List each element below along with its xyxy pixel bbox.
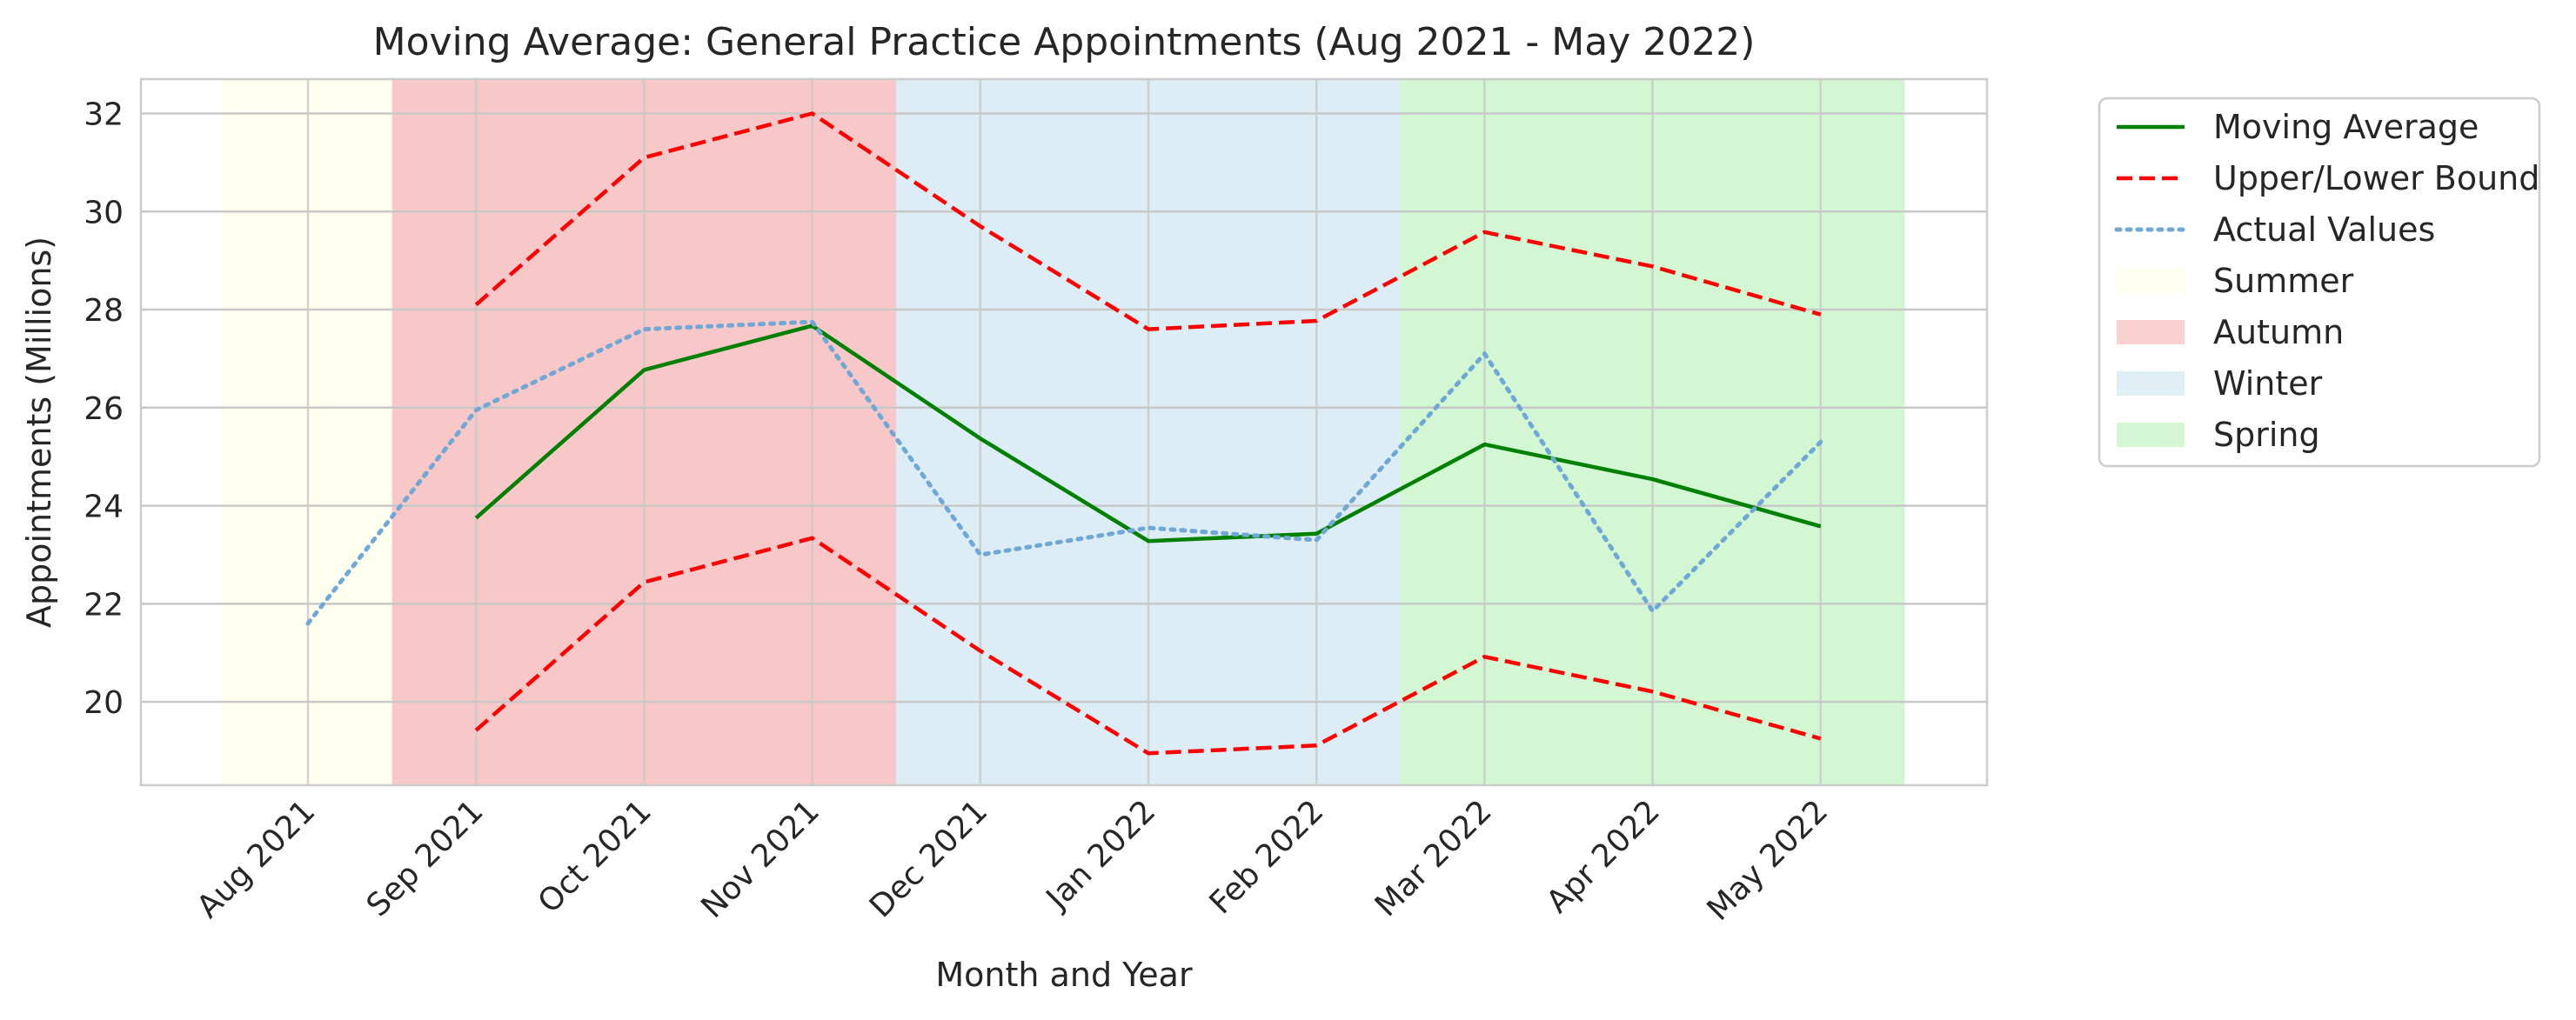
x-tick-label: Jan 2022 [1039,793,1163,917]
y-tick-label: 26 [84,391,124,427]
x-tick-label: May 2022 [1701,793,1836,928]
x-tick-label: Oct 2021 [532,793,659,920]
x-tick-label: Dec 2021 [863,793,994,924]
series-line-upper-lower-bound [474,111,1822,331]
legend-swatch [2117,423,2185,447]
chart-title: Moving Average: General Practice Appoint… [373,20,1756,64]
plot-frame [139,77,1989,787]
legend: Moving Average Upper/Lower Bound Actual Va… [2098,97,2541,468]
y-tick-label: 20 [84,685,124,721]
x-tick-label: Apr 2022 [1540,793,1667,920]
x-axis-ticks: Aug 2021 Sep 2021 Oct 2021 Nov 2021 Dec 2021… [191,793,1835,928]
x-tick-label: Aug 2021 [191,793,323,925]
y-axis-label: Appointments (Millions) [20,237,58,628]
legend-frame [2098,97,2541,468]
legend-swatch [2117,371,2185,396]
legend-swatch [2117,320,2185,344]
y-axis-ticks: 20 22 24 26 28 30 32 [84,97,124,721]
series-line-actual-values [305,319,1823,626]
legend-label: Summer [2213,262,2354,300]
legend-label: Actual Values [2213,210,2435,249]
legend-label: Autumn [2213,313,2344,351]
y-tick-label: 32 [84,97,124,132]
x-tick-label: Sep 2021 [360,793,491,923]
legend-label: Winter [2213,364,2323,403]
legend-label: Spring [2213,416,2320,454]
series-lines [305,111,1823,756]
y-tick-label: 24 [84,490,124,525]
x-tick-label: Mar 2022 [1368,793,1499,923]
y-tick-label: 22 [84,587,124,623]
grid-lines [141,79,1987,785]
x-axis-label: Month and Year [935,956,1193,994]
series-line-moving-average [474,323,1822,543]
series-line-lower-bound [474,536,1822,756]
legend-swatch [2117,269,2185,293]
x-tick-label: Nov 2021 [694,793,826,925]
y-tick-label: 30 [84,195,124,230]
x-tick-label: Feb 2022 [1203,793,1331,921]
y-tick-label: 28 [84,293,124,329]
legend-label: Upper/Lower Bound [2213,159,2539,197]
legend-label: Moving Average [2213,108,2479,146]
